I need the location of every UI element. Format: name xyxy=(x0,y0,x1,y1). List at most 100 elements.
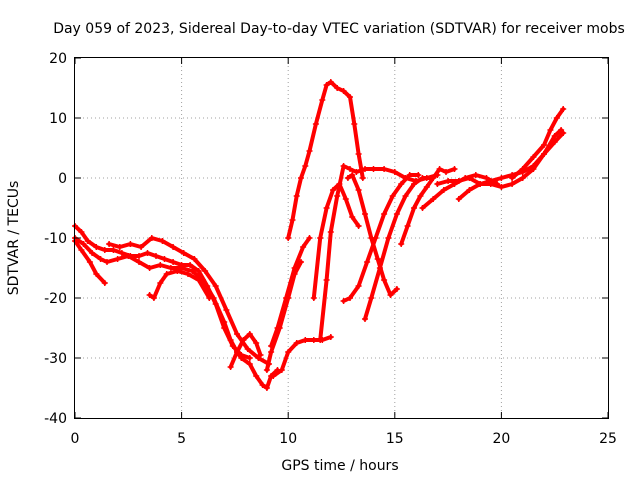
data-series xyxy=(72,79,567,391)
data-point-marker xyxy=(78,229,85,235)
data-point-marker xyxy=(541,151,547,157)
data-point-marker xyxy=(174,268,181,274)
data-point-marker xyxy=(185,271,191,277)
data-point-marker xyxy=(355,223,362,229)
y-tick-label: -20 xyxy=(44,291,67,307)
data-point-marker xyxy=(187,262,194,268)
data-point-marker xyxy=(436,166,443,172)
data-point-marker xyxy=(167,265,174,271)
data-point-marker xyxy=(302,163,309,169)
data-point-marker xyxy=(106,241,113,247)
data-point-marker xyxy=(178,262,185,268)
series-track-14 xyxy=(340,172,422,304)
data-point-marker xyxy=(364,259,371,265)
data-point-marker xyxy=(430,175,437,181)
series-track-2 xyxy=(72,223,253,361)
series-track-16 xyxy=(398,166,458,247)
data-point-marker xyxy=(402,193,409,199)
data-point-marker xyxy=(223,307,230,313)
plot-frame xyxy=(74,57,609,419)
data-point-marker xyxy=(289,217,296,223)
data-point-marker xyxy=(278,367,285,373)
x-tick-label: 25 xyxy=(599,431,617,447)
data-point-marker xyxy=(246,331,253,337)
series-line xyxy=(73,224,252,360)
y-tick-label: -10 xyxy=(44,231,67,247)
data-point-marker xyxy=(93,244,100,250)
data-point-marker xyxy=(206,295,213,301)
data-point-marker xyxy=(270,373,277,379)
x-tick-label: 0 xyxy=(71,431,80,447)
data-point-marker xyxy=(136,253,142,259)
data-point-marker xyxy=(455,196,462,202)
data-point-marker xyxy=(483,175,490,181)
data-point-marker xyxy=(319,97,326,103)
data-point-marker xyxy=(362,211,368,217)
data-point-marker xyxy=(300,244,307,250)
data-point-marker xyxy=(349,172,356,178)
data-point-marker xyxy=(246,361,253,367)
data-point-marker xyxy=(466,187,473,193)
data-point-marker xyxy=(443,169,449,175)
data-point-marker xyxy=(445,178,452,184)
series-line xyxy=(311,182,361,300)
data-point-marker xyxy=(110,247,117,253)
data-point-marker xyxy=(159,238,166,244)
x-tick-label: 15 xyxy=(386,431,404,447)
data-point-marker xyxy=(411,181,417,187)
data-point-marker xyxy=(212,301,219,307)
data-point-marker xyxy=(310,295,317,301)
data-point-marker xyxy=(411,205,417,211)
data-point-marker xyxy=(530,154,537,160)
data-point-marker xyxy=(238,352,245,358)
data-point-marker xyxy=(398,241,405,247)
data-point-marker xyxy=(80,241,87,247)
y-tick-label: -40 xyxy=(44,411,67,427)
data-point-marker xyxy=(353,169,360,175)
x-tick-label: 20 xyxy=(492,431,510,447)
data-point-marker xyxy=(195,277,202,283)
data-point-marker xyxy=(93,271,100,277)
data-point-marker xyxy=(293,193,300,199)
data-point-marker xyxy=(291,265,298,271)
data-point-marker xyxy=(551,133,558,139)
data-point-marker xyxy=(541,142,547,148)
y-axis-label: SDTVAR / TECUs xyxy=(6,181,22,296)
data-point-marker xyxy=(310,337,317,343)
data-point-marker xyxy=(263,385,270,391)
data-point-marker xyxy=(283,295,290,301)
data-point-marker xyxy=(136,259,142,265)
chart-title: Day 059 of 2023, Sidereal Day-to-day VTE… xyxy=(53,21,625,37)
y-tick-label: -30 xyxy=(44,351,67,367)
data-point-marker xyxy=(274,325,281,331)
series-track-13 xyxy=(344,172,400,298)
data-point-marker xyxy=(195,268,202,274)
data-point-marker xyxy=(191,256,198,262)
axis-ticks: 0 5 10 15 20 25 20 10 0 -10 -20 -30 -40 xyxy=(44,51,617,447)
data-point-marker xyxy=(144,250,151,256)
data-point-marker xyxy=(306,235,313,241)
data-point-marker xyxy=(253,373,260,379)
data-point-marker xyxy=(487,178,494,184)
x-axis-label: GPS time / hours xyxy=(281,458,398,474)
data-point-marker xyxy=(116,244,123,250)
data-point-marker xyxy=(368,295,375,301)
data-point-marker xyxy=(347,166,353,172)
x-tick-label: 10 xyxy=(279,431,297,447)
data-point-marker xyxy=(381,277,388,283)
data-point-marker xyxy=(347,295,353,301)
data-point-marker xyxy=(104,259,110,265)
data-point-marker xyxy=(547,127,554,133)
data-point-marker xyxy=(342,196,349,202)
data-point-marker xyxy=(472,172,479,178)
y-tick-label: 10 xyxy=(49,111,67,127)
x-tick-label: 5 xyxy=(177,431,186,447)
data-point-marker xyxy=(498,175,505,181)
data-point-marker xyxy=(212,283,219,289)
data-point-marker xyxy=(157,280,164,286)
data-point-marker xyxy=(221,325,228,331)
data-point-marker xyxy=(334,193,341,199)
data-point-marker xyxy=(334,85,341,91)
data-point-marker xyxy=(553,115,560,121)
series-line xyxy=(147,269,212,300)
